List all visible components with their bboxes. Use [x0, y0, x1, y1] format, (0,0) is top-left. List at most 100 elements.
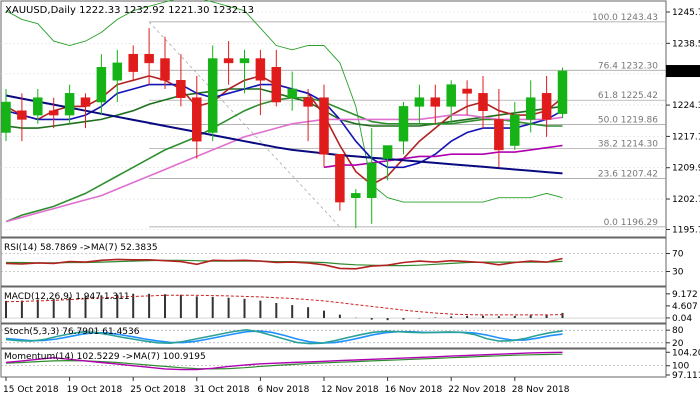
fib-level-label: 23.6 1207.42	[598, 170, 658, 180]
candle-body-down	[319, 97, 329, 155]
fib-level-price: 1243.43	[621, 13, 658, 23]
date-axis: 15 Oct 2018 19 Oct 2018 25 Oct 2018 31 Oct …	[3, 377, 570, 395]
candle-body-up	[557, 70, 568, 114]
rsi-label: RSI(14) 58.7869 ->MA(7) 52.3835	[4, 243, 158, 253]
date-tick-label: 15 Oct 2018	[3, 385, 59, 395]
macd-signal-line	[5, 294, 563, 316]
date-tick-label: 25 Oct 2018	[130, 385, 186, 395]
candle-body-up	[96, 66, 107, 103]
fib-level-label: 61.8 1225.42	[598, 91, 658, 101]
last-price-marker	[666, 65, 700, 78]
candle-body-up	[33, 97, 43, 116]
stoch-tick-label: 20	[672, 339, 684, 349]
candle-body-up	[207, 58, 218, 133]
macd-tick-label: 0.04	[672, 314, 692, 324]
macd-tick-label: 4.607	[672, 302, 698, 312]
candle-body-up	[398, 106, 409, 142]
rsi-tick-label: 70	[672, 250, 684, 260]
candle-body-up	[64, 93, 75, 116]
bollinger-middle-line	[5, 88, 563, 129]
candle-body-down	[478, 93, 488, 111]
ma-series-line	[5, 96, 563, 223]
fib-level-price: 1219.86	[621, 115, 658, 125]
candle-body-down	[176, 80, 186, 98]
candle-body-up	[351, 193, 361, 198]
candle-body-down	[271, 66, 282, 103]
candle-body-down	[223, 58, 234, 64]
fib-level-price: 1196.29	[621, 218, 658, 228]
stoch-lines	[1, 328, 666, 345]
candle-body-down	[494, 119, 504, 151]
price-tick-label: 1245.70	[672, 8, 700, 18]
candle-body-down	[430, 97, 441, 107]
fib-level-pct: 23.6	[598, 170, 621, 180]
macd-panel: 9.172 4.607 0.04 MACD(12,26,9) 1.947 1.311	[0, 286, 698, 324]
candle-body-up	[1, 101, 11, 133]
fib-level-price: 1232.30	[621, 61, 658, 71]
price-panel: 100.0 1243.43 76.4 1232.30 61.8 1225.42 50.…	[0, 0, 700, 238]
macd-label: MACD(12,26,9) 1.947 1.311	[4, 292, 130, 302]
rsi-line	[5, 257, 563, 270]
candle-body-down	[255, 58, 266, 81]
macd-lines	[1, 293, 666, 321]
rsi-lines	[1, 253, 666, 272]
fib-level-label: 50.0 1219.86	[598, 115, 658, 125]
rsi-tick-label: 30	[672, 268, 684, 278]
rsi-axis: 70 30	[666, 250, 684, 278]
fib-level-pct: 0.0	[604, 218, 621, 228]
fib-level-price: 1214.30	[621, 140, 658, 150]
ma-series-line	[5, 94, 563, 175]
price-tick-label: 1224.30	[672, 101, 700, 111]
date-tick-label: 19 Oct 2018	[67, 385, 123, 395]
ma-series-line	[5, 114, 563, 223]
ma-series-line	[323, 144, 563, 169]
rsi-panel: 70 30 RSI(14) 58.7869 ->MA(7) 52.3835	[0, 237, 684, 287]
stoch-k-line	[5, 328, 563, 345]
candle-body-up	[414, 97, 425, 107]
momentum-tick-label: 104.2082	[672, 348, 700, 358]
date-tick-label: 6 Nov 2018	[257, 385, 309, 395]
price-tick-label: 1209.90	[672, 164, 700, 174]
momentum-line	[5, 351, 563, 371]
momentum-tick-label: 100	[672, 362, 689, 372]
fib-level-price: 1207.42	[621, 170, 658, 180]
price-tick-label: 1217.10	[672, 132, 700, 142]
candle-body-up	[239, 58, 250, 64]
ma-series-line	[5, 83, 563, 169]
price-tick-label: 1195.70	[672, 225, 700, 235]
fib-level-pct: 50.0	[598, 115, 621, 125]
candles	[1, 28, 568, 229]
fib-level-pct: 76.4	[598, 61, 621, 71]
date-tick-label: 16 Nov 2018	[385, 385, 443, 395]
macd-panel-frame	[0, 286, 667, 324]
momentum-tick-label: 97.1115	[672, 371, 700, 381]
candle-body-up	[510, 114, 520, 146]
price-axis: 1195.701202.701209.901217.101224.301231.…	[666, 8, 700, 235]
candle-body-down	[462, 88, 472, 94]
candle-body-up	[366, 162, 377, 198]
fib-level-label: 38.2 1214.30	[598, 140, 658, 150]
candle-body-down	[144, 53, 154, 64]
candle-body-up	[525, 97, 536, 120]
macd-tick-label: 9.172	[672, 290, 698, 300]
candle-body-down	[160, 58, 170, 81]
fib-level-label: 76.4 1232.30	[598, 61, 658, 71]
date-tick-label: 28 Nov 2018	[512, 385, 570, 395]
candle-body-down	[335, 153, 345, 203]
candle-body-down	[192, 97, 202, 142]
price-tick-label: 1202.70	[672, 195, 700, 205]
stoch-label: Stoch(5,3,3) 76.7901 61.4536	[4, 327, 140, 337]
chart-header: XAUUSD,Daily 1222.33 1232.92 1221.30 123…	[5, 5, 254, 16]
bollinger-bands	[5, 0, 563, 203]
candle-body-down	[128, 53, 138, 72]
bollinger-upper-line	[5, 0, 563, 203]
date-tick-label: 22 Nov 2018	[448, 385, 506, 395]
macd-axis: 9.172 4.607 0.04	[666, 290, 698, 324]
moving-averages	[5, 75, 564, 223]
date-tick-label: 31 Oct 2018	[194, 385, 250, 395]
candle-body-down	[303, 97, 313, 107]
fib-level-pct: 100.0	[592, 13, 621, 23]
stoch-tick-label: 80	[672, 326, 684, 336]
